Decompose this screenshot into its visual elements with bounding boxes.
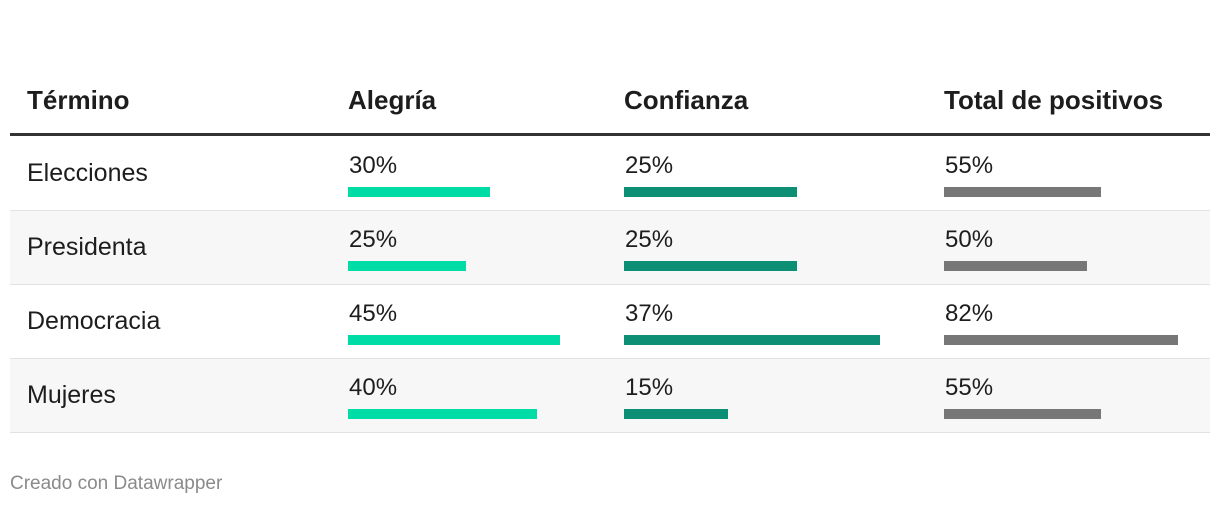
value-label: 30% [349,152,398,179]
value-label: 25% [625,226,674,253]
value-label: 55% [945,374,994,401]
value-label: 37% [625,300,674,327]
term-cell: Democracia [27,307,161,335]
bar [944,187,1101,197]
bar [944,261,1087,271]
table-row: Presidenta 25% 25% 50% [10,211,1210,285]
value-label: 15% [625,374,674,401]
footer: Creado con Datawrapper [10,473,223,494]
bar [624,335,881,345]
bar [348,261,466,271]
table-row: Democracia 45% 37% 82% [10,285,1210,359]
bar [348,335,561,345]
bar [624,261,798,271]
term-cell: Elecciones [27,159,148,187]
bar [944,409,1101,419]
value-label: 25% [349,226,398,253]
term-cell: Mujeres [27,381,116,409]
value-label: 50% [945,226,994,253]
bar [348,409,537,419]
column-header: Total de positivos [944,85,1164,115]
value-label: 40% [349,374,398,401]
column-header: Confianza [624,85,749,115]
term-cell: Presidenta [27,233,147,261]
value-label: 82% [945,300,994,327]
column-header: Término [27,85,130,115]
value-label: 25% [625,152,674,179]
table-row: Elecciones 30% 25% 55% [10,137,1210,211]
table-row: Mujeres 40% 15% 55% [10,359,1210,433]
value-label: 45% [349,300,398,327]
bar [944,335,1178,345]
header-rule [10,133,1210,136]
value-label: 55% [945,152,994,179]
bar [348,187,490,197]
column-header: Alegría [348,85,437,115]
bar [624,187,798,197]
bar [624,409,728,419]
